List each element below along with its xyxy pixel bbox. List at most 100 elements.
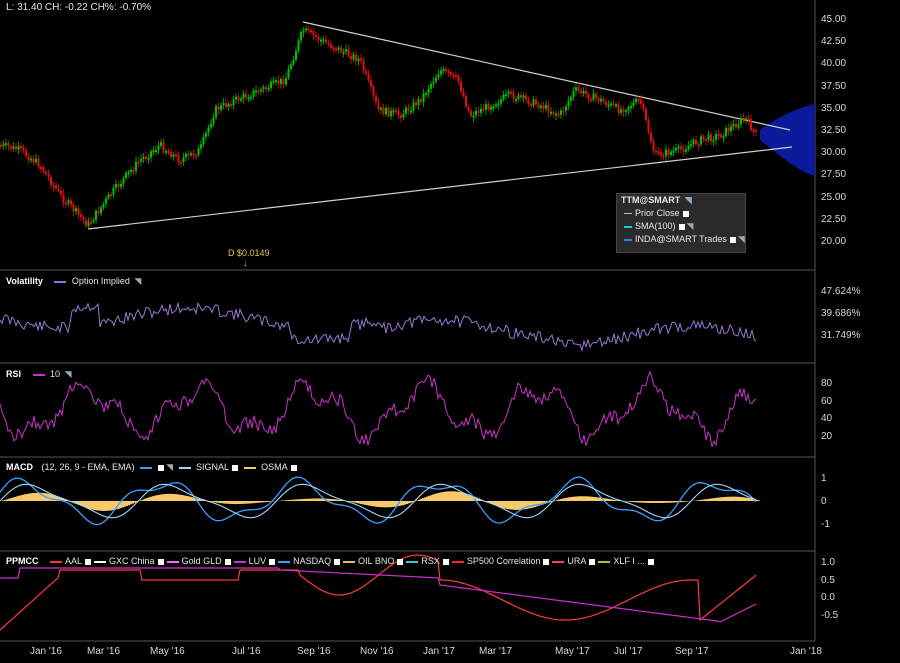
checkbox-icon[interactable] [85, 558, 92, 565]
checkbox-icon[interactable] [232, 464, 239, 471]
ppmcc-item[interactable]: XLF I ... [595, 556, 654, 566]
ppmcc-item[interactable]: NASDAQ [275, 556, 341, 566]
price-candle [167, 150, 170, 153]
price-candle [530, 104, 532, 107]
settings-icon[interactable]: ◥ [686, 221, 694, 231]
osma-bar [440, 492, 442, 501]
checkbox-icon[interactable] [158, 464, 165, 471]
osma-bar [738, 496, 740, 501]
ppmcc-item[interactable]: AAL [47, 556, 92, 566]
price-candle [727, 127, 730, 132]
price-candle [17, 146, 20, 150]
osma-bar [306, 498, 308, 501]
ppmcc-swatch [598, 560, 611, 563]
checkbox-icon[interactable] [589, 558, 596, 565]
osma-bar [646, 501, 648, 503]
osma-bar [488, 501, 490, 503]
price-candle [277, 80, 280, 84]
price-candle [315, 35, 317, 38]
ppmcc-header[interactable]: PPMCC AAL GXC China Gold GLD LUV NASDAQ OIL B… [6, 556, 654, 566]
settings-icon[interactable]: ◥ [166, 462, 173, 472]
price-candle [460, 81, 462, 92]
osma-bar [210, 501, 212, 502]
forecast-cone [760, 104, 815, 176]
osma-bar [582, 496, 584, 501]
checkbox-icon[interactable] [682, 210, 689, 217]
price-candle [490, 106, 492, 110]
osma-bar [178, 494, 180, 501]
osma-bar [222, 501, 224, 504]
ppmcc-item[interactable]: OIL BNO [340, 556, 404, 566]
settings-icon[interactable]: ◥ [134, 276, 142, 286]
time-tick-label: May '17 [555, 646, 590, 657]
checkbox-icon[interactable] [678, 223, 685, 230]
price-candle [65, 202, 67, 205]
price-candle [82, 217, 85, 220]
price-candle [682, 149, 685, 152]
checkbox-icon[interactable] [290, 464, 297, 471]
price-candle [692, 139, 695, 145]
price-candle [270, 81, 272, 88]
ppmcc-item[interactable]: LUV [231, 556, 276, 566]
price-candle [7, 143, 10, 147]
settings-icon[interactable]: ◥ [64, 369, 72, 379]
checkbox-icon[interactable] [224, 558, 231, 565]
macd-header[interactable]: MACD (12, 26, 9 - EMA, EMA) ◥ SIGNAL OSM… [6, 462, 297, 473]
price-candle [137, 161, 140, 164]
price-candle [182, 157, 185, 163]
price-candle [2, 143, 5, 146]
price-candle [70, 200, 72, 205]
checkbox-icon[interactable] [334, 558, 341, 565]
checkbox-icon[interactable] [397, 558, 404, 565]
checkbox-icon[interactable] [442, 558, 449, 565]
price-candle [360, 58, 362, 61]
legend-panel[interactable]: TTM@SMART ◥ Prior Close SMA(100) ◥ INDA@S… [616, 193, 746, 253]
checkbox-icon[interactable] [543, 558, 550, 565]
ppmcc-swatch [451, 560, 464, 563]
rsi-tick-label: 60 [821, 395, 833, 407]
rsi-header[interactable]: RSI 10 ◥ [6, 369, 72, 380]
dividend-marker[interactable]: D $0.0149 ↓ [228, 248, 270, 268]
checkbox-icon[interactable] [647, 558, 654, 565]
time-tick-label: Sep '17 [675, 646, 709, 657]
osma-bar [454, 491, 456, 501]
osma-bar [566, 497, 568, 501]
price-tick-label: 45.00 [821, 14, 847, 25]
ppmcc-item[interactable]: SP500 Correlation [449, 556, 550, 566]
price-candle [80, 214, 82, 218]
price-candle [377, 102, 380, 110]
price-candle [522, 95, 525, 98]
osma-bar [90, 501, 92, 510]
ppmcc-item[interactable]: Gold GLD [164, 556, 231, 566]
price-candle [507, 91, 510, 95]
osma-bar [160, 494, 162, 501]
checkbox-icon[interactable] [269, 558, 276, 565]
osma-bar [256, 501, 258, 503]
checkbox-icon[interactable] [157, 558, 164, 565]
ppmcc-item[interactable]: RSX [403, 556, 449, 566]
osma-bar [226, 501, 228, 504]
price-candle [217, 106, 220, 111]
price-candle [5, 143, 7, 146]
ppmcc-item[interactable]: URA [549, 556, 596, 566]
osma-bar [524, 501, 526, 510]
checkbox-icon[interactable] [729, 236, 736, 243]
osma-bar [48, 493, 50, 501]
price-candle [630, 105, 632, 108]
osma-bar [410, 501, 412, 503]
osma-bar [608, 498, 610, 501]
price-candle [560, 110, 562, 115]
osma-bar [586, 496, 588, 501]
volatility-header[interactable]: Volatility Option Implied ◥ [6, 276, 141, 287]
ppmcc-item[interactable]: GXC China [91, 556, 164, 566]
osma-bar [356, 501, 358, 504]
osma-bar [696, 500, 698, 501]
price-candle [457, 75, 460, 82]
osma-bar [50, 494, 52, 501]
price-candle [432, 81, 435, 84]
settings-icon[interactable]: ◥ [737, 234, 745, 244]
settings-icon[interactable]: ◥ [684, 195, 692, 205]
osma-bar [124, 501, 126, 507]
osma-bar [600, 497, 602, 501]
